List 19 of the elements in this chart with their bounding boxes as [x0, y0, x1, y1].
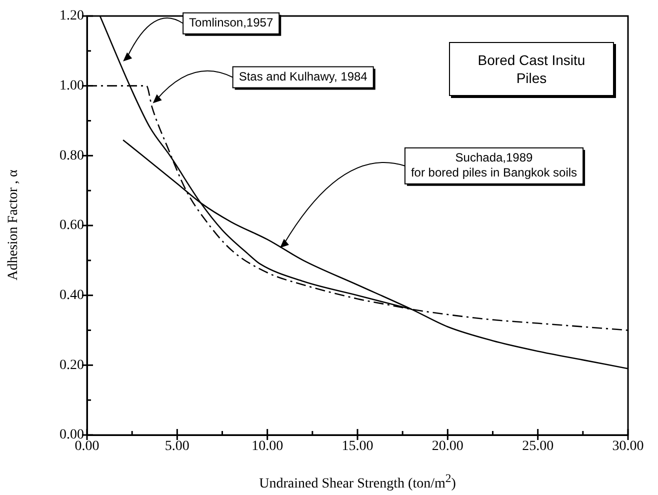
annotation: Stas and Kulhawy, 1984: [238, 70, 368, 84]
x-axis-title: Undrained Shear Strength (ton/m$^{2}$): [258, 472, 457, 493]
x-tick-label: 15.00: [342, 439, 374, 454]
x-tick-label: 5.00: [164, 439, 190, 454]
title-box: Bored Cast Insitu Piles: [449, 42, 614, 96]
x-tick-label: 25.00: [522, 439, 554, 454]
y-tick-label: 1.20: [60, 8, 84, 24]
x-tick-label: 0.00: [74, 439, 100, 454]
y-tick-label: 0.80: [60, 148, 84, 164]
y-tick-label: 0.40: [60, 288, 84, 304]
y-axis-title: Adhesion Factor , α: [6, 170, 22, 280]
annotation: Suchada,1989 for bored piles in Bangkok soils: [410, 150, 578, 180]
annotation: Tomlinson,1957: [189, 16, 274, 30]
x-tick-label: 10.00: [252, 439, 284, 454]
x-tick-label: 20.00: [432, 439, 464, 454]
y-tick-label: 0.20: [60, 358, 84, 373]
y-tick-label: 1.00: [60, 78, 84, 94]
y-tick-label: 0.60: [60, 218, 84, 234]
x-tick-label: 30.00: [612, 439, 644, 454]
